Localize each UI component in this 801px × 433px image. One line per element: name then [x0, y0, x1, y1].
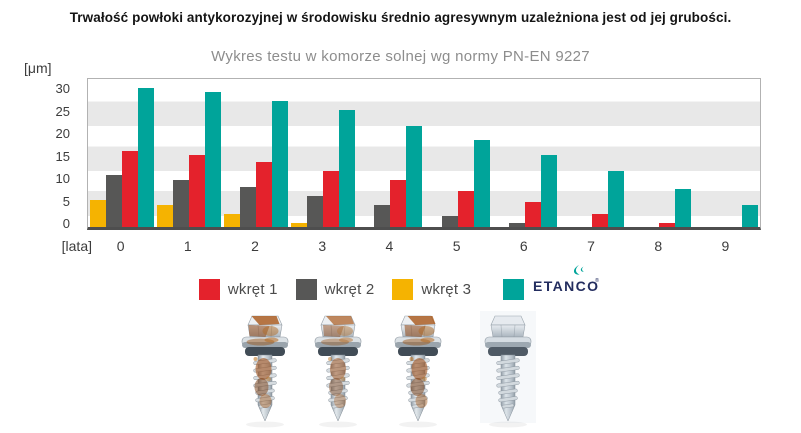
bar-group-year-0	[88, 79, 155, 227]
bar-wkr-t-1-year-5	[457, 191, 474, 227]
x-tick-3: 3	[318, 238, 327, 254]
bar-wkr-t-2-year-1	[172, 180, 189, 227]
bar-wkr-t-2-year-5	[441, 216, 458, 227]
bar-etanco-year-2	[272, 101, 288, 227]
x-tick-8: 8	[654, 238, 663, 254]
bar-etanco-year-1	[204, 92, 221, 227]
bar-etanco-year-8	[675, 189, 692, 227]
y-tick-30: 30	[55, 81, 70, 97]
screw-photo-3-corroded	[389, 311, 447, 433]
x-tick-0: 0	[116, 238, 125, 254]
bar-wkr-t-3-year-2	[224, 214, 240, 227]
x-tick-6: 6	[519, 238, 528, 254]
bar-wkr-t-3-year-1	[156, 205, 173, 227]
x-tick-1: 1	[183, 238, 192, 254]
bar-wkr-t-1-year-4	[390, 180, 407, 227]
bar-wkr-t-3-year-3	[291, 223, 308, 227]
bar-wkr-t-1-year-2	[256, 162, 272, 227]
x-tick-2: 2	[251, 238, 259, 254]
bar-group-year-1	[155, 79, 222, 227]
y-tick-20: 20	[55, 126, 70, 142]
bar-group-year-9	[693, 79, 760, 227]
y-tick-15: 15	[55, 148, 70, 164]
legend-swatch-wkr-t-3	[392, 278, 414, 300]
bar-wkr-t-2-year-6	[508, 223, 525, 227]
x-axis-tick-labels: 0 1 2 3 4 5 6 7 8 9	[87, 238, 759, 254]
y-tick-5: 5	[62, 193, 70, 209]
legend-label-wkr-t-2: wkręt 2	[324, 280, 375, 298]
legend-label-wkr-t-3: wkręt 3	[421, 280, 472, 298]
bar-wkr-t-3-year-0	[89, 200, 106, 227]
bar-group-year-6	[491, 79, 558, 227]
legend-label-wkr-t-1: wkręt 1	[227, 280, 278, 298]
x-tick-7: 7	[587, 238, 595, 254]
screw-photos-row	[0, 311, 801, 431]
bar-etanco-year-7	[608, 171, 625, 227]
legend-item-wkr-t-3: wkręt 3	[392, 278, 472, 300]
etanco-logo: ETANCO ®	[532, 264, 602, 306]
bar-wkr-t-2-year-0	[105, 175, 122, 227]
legend-item-wkr-t-1: wkręt 1	[198, 278, 278, 300]
screw-photo-2-corroded	[309, 311, 367, 433]
y-tick-10: 10	[55, 171, 70, 187]
x-tick-4: 4	[385, 238, 394, 254]
bar-group-year-2	[222, 79, 289, 227]
bar-wkr-t-1-year-1	[188, 155, 205, 227]
x-axis-unit-label: [lata]	[61, 238, 92, 254]
legend-item-etanco: ETANCO ®	[503, 264, 602, 306]
screw-photo-1-corroded	[236, 311, 294, 433]
legend-item-wkr-t-2: wkręt 2	[295, 278, 375, 300]
bar-etanco-year-4	[406, 126, 423, 227]
bar-etanco-year-9	[742, 205, 759, 227]
y-axis-unit-label: [μm]	[24, 60, 52, 76]
legend-swatch-wkr-t-2	[295, 278, 317, 300]
bar-wkr-t-2-year-4	[374, 205, 391, 227]
bar-etanco-year-6	[540, 155, 557, 227]
bar-wkr-t-2-year-2	[240, 187, 256, 227]
bar-group-year-5	[424, 79, 491, 227]
chart-subtitle: Wykres testu w komorze solnej wg normy P…	[211, 48, 590, 65]
bar-wkr-t-1-year-8	[659, 223, 676, 227]
bar-etanco-year-5	[473, 140, 490, 227]
bar-group-year-7	[558, 79, 625, 227]
x-tick-5: 5	[452, 238, 461, 254]
y-tick-0: 0	[62, 216, 70, 231]
plot-area	[87, 78, 761, 230]
screw-photo-4-clean	[479, 311, 537, 433]
bar-wkr-t-1-year-6	[524, 202, 541, 227]
bar-group-year-3	[290, 79, 357, 227]
bar-etanco-year-0	[137, 88, 154, 227]
bar-wkr-t-1-year-3	[323, 171, 340, 227]
legend-swatch-etanco	[503, 278, 525, 300]
y-tick-25: 25	[55, 103, 70, 119]
chart-title: Trwałość powłoki antykorozyjnej w środow…	[69, 10, 732, 25]
svg-text:ETANCO: ETANCO	[533, 278, 599, 294]
svg-text:®: ®	[595, 277, 599, 284]
bar-group-year-4	[357, 79, 424, 227]
bar-etanco-year-3	[339, 110, 356, 227]
bar-wkr-t-1-year-7	[592, 214, 609, 227]
legend-swatch-wkr-t-1	[198, 278, 220, 300]
x-tick-9: 9	[721, 238, 730, 254]
bar-wkr-t-1-year-0	[121, 151, 138, 227]
bar-group-year-8	[626, 79, 693, 227]
bar-wkr-t-2-year-3	[307, 196, 324, 227]
legend: wkręt 1 wkręt 2 wkręt 3 ETANCO ®	[0, 264, 801, 306]
